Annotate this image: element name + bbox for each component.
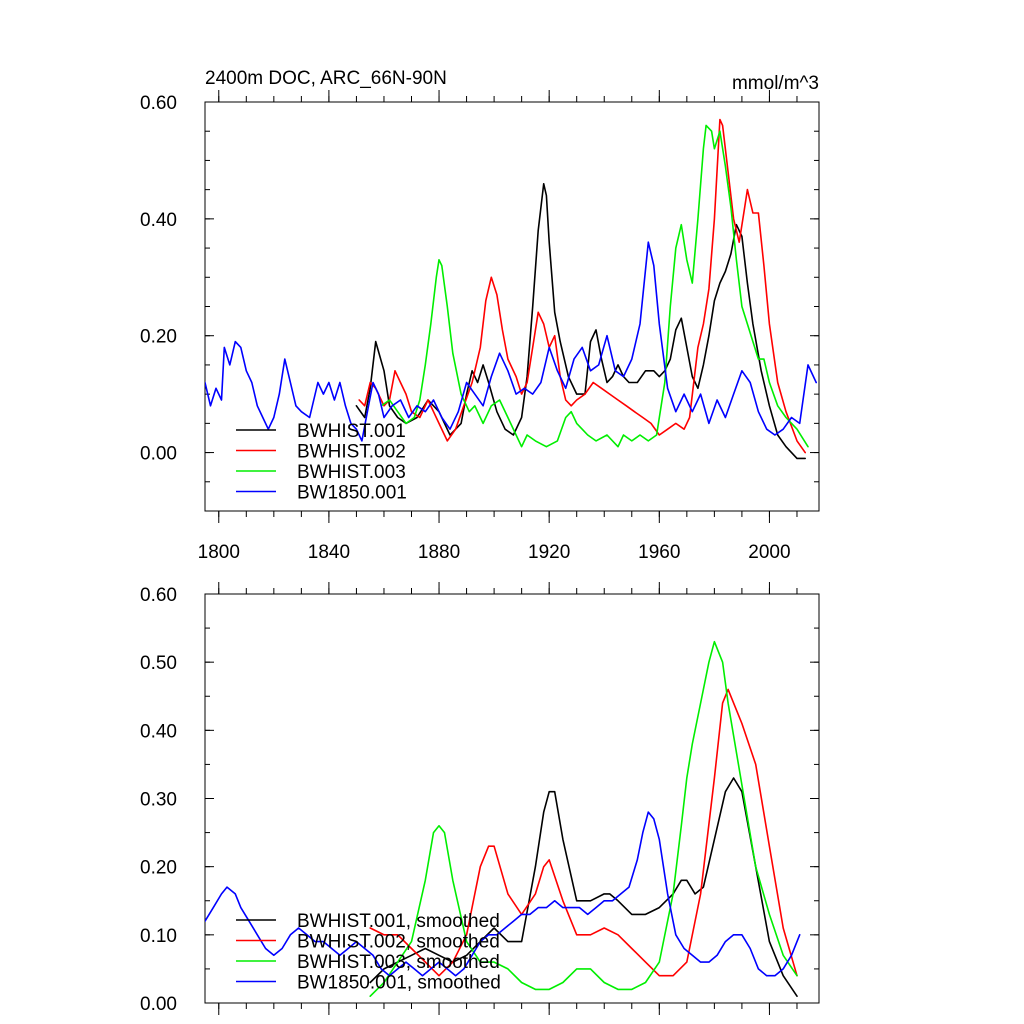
top-panel: 0.00 0.20 0.40 0.60 1800 1840 1880 1920 1960 2000… (140, 68, 820, 563)
legend-label: BW1850.001, smoothed (297, 973, 501, 994)
series-line-bwhist-003 (380, 124, 809, 448)
series-group (205, 640, 801, 998)
x-tick-label: 2000 (748, 542, 790, 563)
series-line-bwhist-003-smoothed (369, 640, 798, 998)
legend-label: BWHIST.002, smoothed (297, 932, 500, 953)
series-group (205, 118, 818, 460)
series-line-bw1850-001 (205, 241, 818, 442)
legend-label: BWHIST.002 (297, 442, 406, 463)
series-line-bwhist-001 (355, 183, 807, 460)
legend-label: BWHIST.001, smoothed (297, 911, 500, 932)
series-line-bwhist-001-smoothed (369, 777, 798, 998)
y-tick-label: 0.40 (140, 210, 177, 231)
y-tick-label: 0.20 (140, 858, 177, 879)
legend-label: BWHIST.001 (297, 421, 406, 442)
y-tick-label: 0.00 (140, 444, 177, 465)
y-tick-label: 0.40 (140, 721, 177, 742)
series-line-bwhist-002-smoothed (369, 688, 798, 977)
x-tick-label: 1880 (418, 542, 460, 563)
legend-label: BWHIST.003, smoothed (297, 952, 500, 973)
legend-label: BW1850.001 (297, 483, 407, 504)
x-tick-label: 1920 (528, 542, 570, 563)
y-tick-label: 0.60 (140, 585, 177, 606)
y-tick-label: 0.30 (140, 790, 177, 811)
x-tick-label: 1800 (198, 542, 240, 563)
y-tick-label: 0.10 (140, 926, 177, 947)
series-line-bw1850-001-smoothed (205, 811, 801, 977)
y-tick-label: 0.00 (140, 994, 177, 1015)
units-label: mmol/m^3 (732, 73, 819, 94)
y-tick-label: 0.50 (140, 653, 177, 674)
legend-label: BWHIST.003 (297, 462, 406, 483)
chart-title: 2400m DOC, ARC_66N-90N (205, 68, 447, 89)
bottom-panel: 0.00 0.10 0.20 0.30 0.40 0.50 0.60 BWHIST.001, … (140, 582, 820, 1015)
x-tick-label: 1960 (638, 542, 680, 563)
y-tick-label: 0.20 (140, 327, 177, 348)
x-tick-label: 1840 (308, 542, 350, 563)
y-tick-label: 0.60 (140, 93, 177, 114)
